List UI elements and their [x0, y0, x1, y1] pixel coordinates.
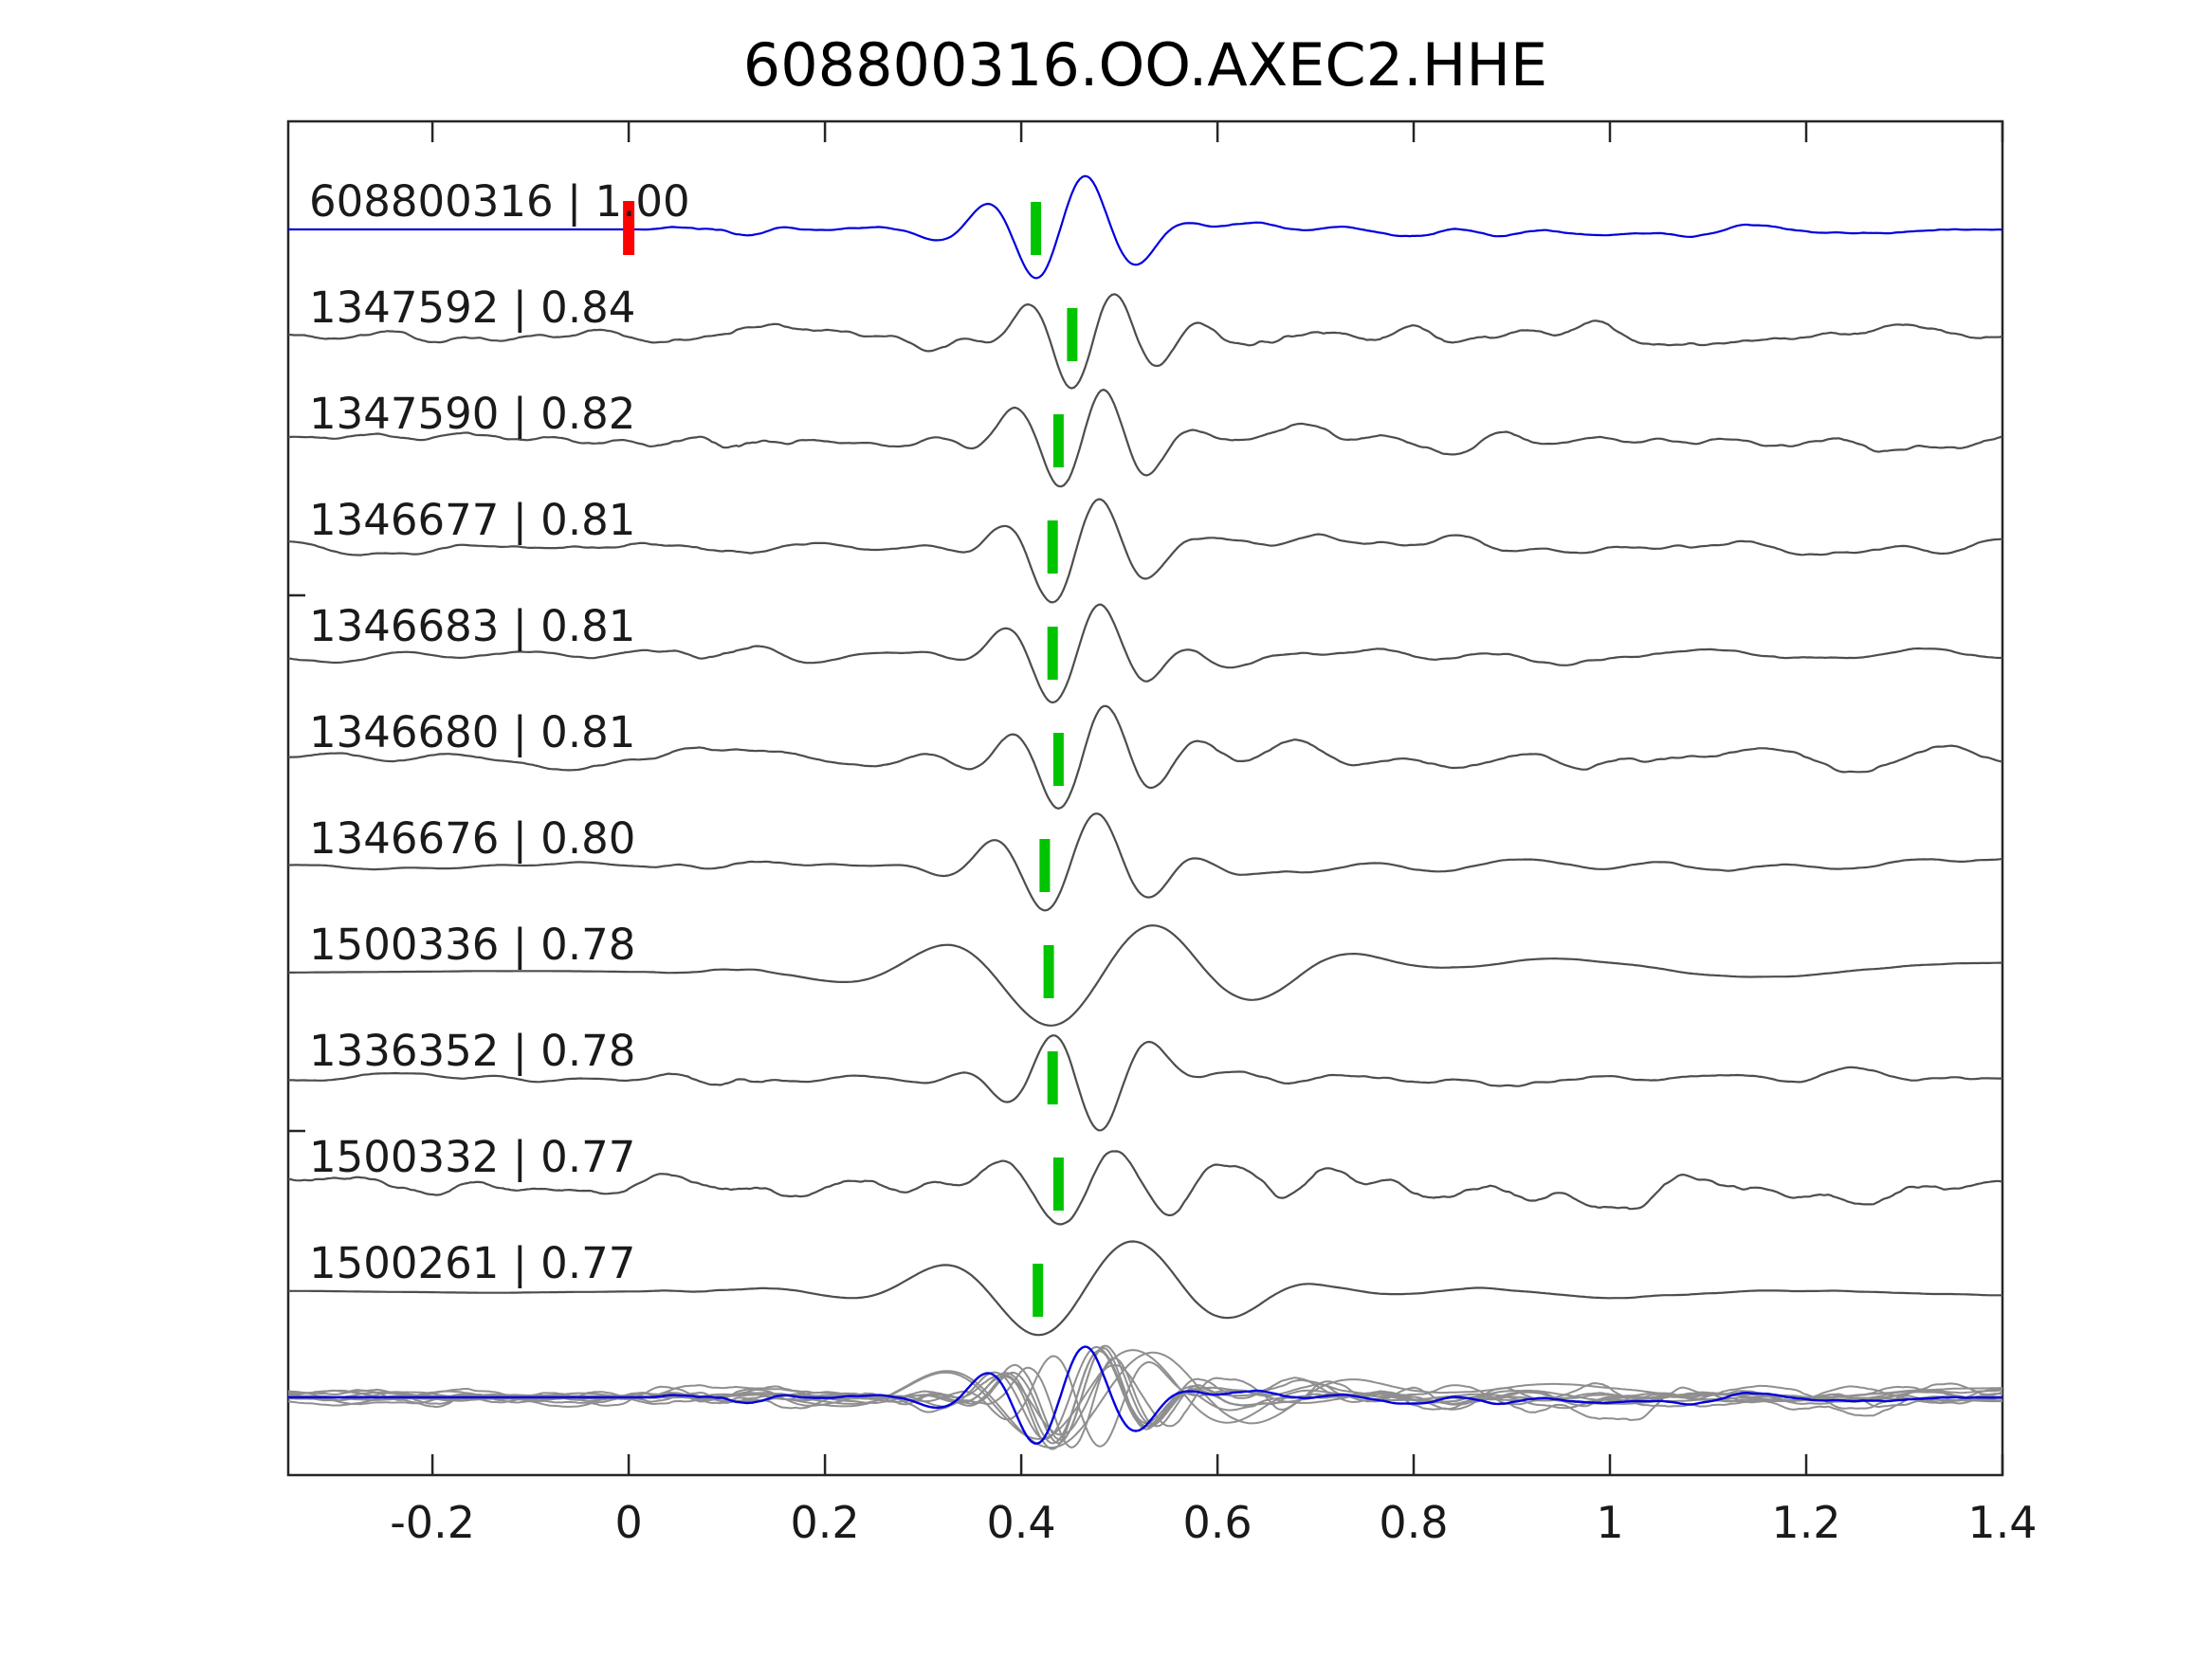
detection-pick-marker — [1047, 520, 1058, 574]
overlay-detection-trace — [288, 1357, 2002, 1449]
detection-pick-marker — [1067, 308, 1078, 361]
trace-label: 1500336 | 0.78 — [309, 920, 635, 970]
trace-label: 1346683 | 0.81 — [309, 601, 635, 651]
trace-label: 608800316 | 1.00 — [309, 176, 690, 227]
trace-label: 1346676 | 0.80 — [309, 813, 635, 864]
detection-waveform-trace — [288, 389, 2002, 488]
detection-waveform-trace — [288, 293, 2002, 390]
trace-label: 1500332 | 0.77 — [309, 1132, 635, 1182]
trace-label: 1500261 | 0.77 — [309, 1238, 635, 1288]
x-tick-label: 0.2 — [791, 1497, 860, 1548]
plot-frame — [286, 119, 2004, 1477]
trace-label: 1336352 | 0.78 — [309, 1026, 635, 1076]
detection-pick-marker — [1047, 1051, 1058, 1104]
overlay-detection-trace — [288, 1364, 2002, 1436]
detection-waveform-trace — [288, 704, 2002, 810]
detection-waveform-trace — [288, 1240, 2002, 1337]
detection-pick-marker — [1043, 945, 1054, 998]
detection-waveform-trace — [288, 812, 2002, 912]
detection-waveform-trace — [288, 498, 2002, 604]
template-waveform-trace — [288, 174, 2002, 280]
x-tick-label: 0.8 — [1379, 1497, 1448, 1548]
detection-waveform-trace — [288, 1034, 2002, 1132]
detection-pick-marker — [1052, 1158, 1064, 1211]
detection-waveform-trace — [288, 603, 2002, 704]
trace-label: 1347592 | 0.84 — [309, 283, 635, 333]
trace-label: 1346677 | 0.81 — [309, 495, 635, 545]
x-tick-label: 1.2 — [1771, 1497, 1840, 1548]
x-tick-label: 0.4 — [987, 1497, 1056, 1548]
detection-waveform-trace — [288, 1150, 2002, 1226]
x-tick-label: 1 — [1596, 1497, 1623, 1548]
detection-pick-marker — [1031, 202, 1042, 255]
trace-label: 1346680 | 0.81 — [309, 707, 635, 757]
detection-pick-marker — [1052, 733, 1064, 786]
detection-pick-marker — [1052, 414, 1064, 467]
figure-title: 608800316.OO.AXEC2.HHE — [742, 30, 1548, 100]
x-tick-label: 1.4 — [1967, 1497, 2037, 1548]
overlay-template-trace — [288, 1345, 2002, 1445]
trace-label: 1347590 | 0.82 — [309, 389, 635, 439]
x-tick-label: -0.2 — [390, 1497, 475, 1548]
template-pick-marker — [623, 201, 635, 255]
x-tick-label: 0.6 — [1183, 1497, 1252, 1548]
x-tick-label: 0 — [614, 1497, 642, 1548]
detection-waveform-trace — [288, 924, 2002, 1027]
detection-pick-marker — [1033, 1264, 1044, 1317]
detection-pick-marker — [1047, 627, 1058, 680]
detection-pick-marker — [1039, 839, 1051, 892]
